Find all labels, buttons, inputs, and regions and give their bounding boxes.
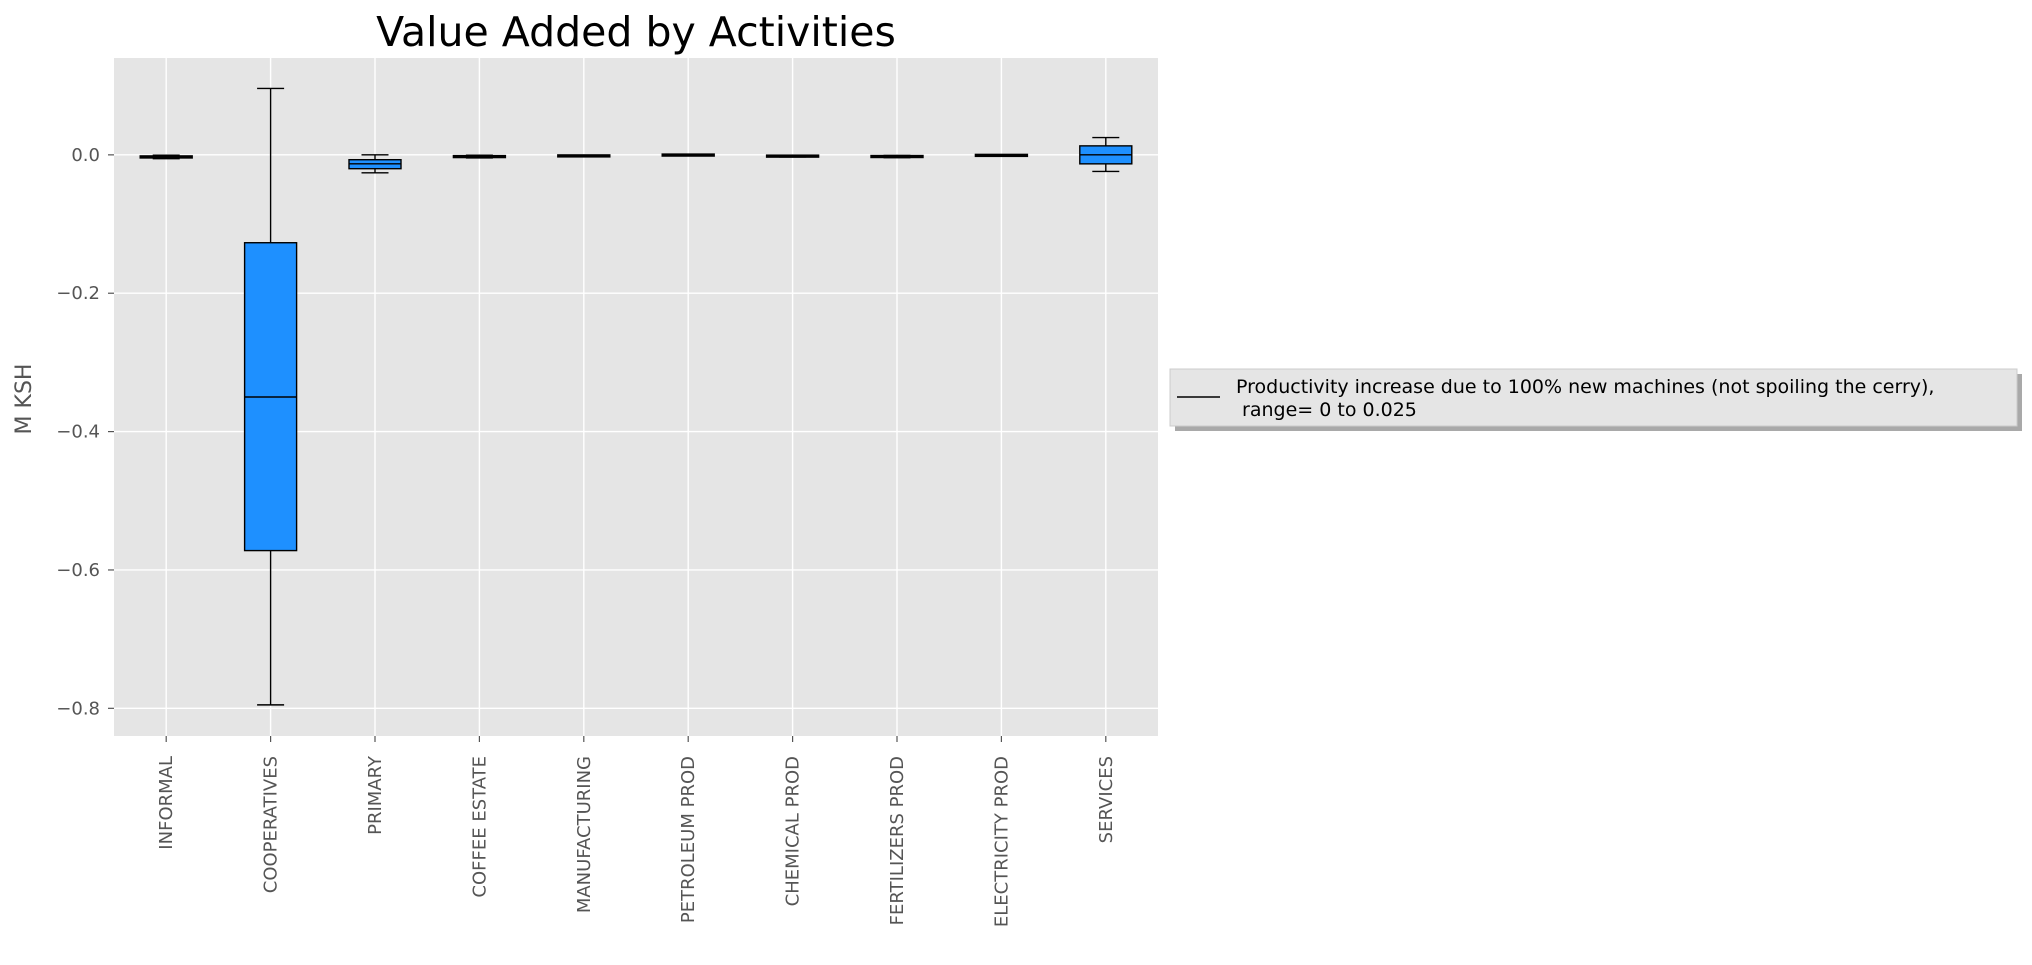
chart-title: Value Added by Activities — [376, 8, 896, 56]
box-cooperatives — [243, 87, 298, 706]
y-axis-label: M KSH — [12, 364, 37, 435]
box-services — [1079, 136, 1133, 173]
y-axis-ticks: 0.0 −0.2 −0.4 −0.6 −0.8 — [56, 145, 114, 719]
x-tick-label: ELECTRICITY PROD — [991, 756, 1012, 927]
x-tick-label: INFORMAL — [156, 756, 177, 850]
box-chemical-prod — [765, 154, 820, 158]
y-tick-label: −0.2 — [56, 283, 100, 304]
y-tick-label: 0.0 — [71, 145, 100, 166]
box-electricity-prod — [974, 153, 1029, 158]
x-tick-label: PRIMARY — [365, 755, 386, 835]
x-tick-label: CHEMICAL PROD — [783, 756, 804, 906]
box-coffee-estate — [452, 154, 507, 159]
box-manufacturing — [557, 154, 611, 158]
y-tick-label: −0.8 — [56, 698, 100, 719]
box-primary — [348, 154, 402, 174]
legend: Productivity increase due to 100% new ma… — [1169, 368, 2022, 431]
x-tick-label: PETROLEUM PROD — [678, 756, 699, 923]
x-axis-ticks: INFORMAL COOPERATIVES PRIMARY COFFEE ESTATE… — [156, 736, 1117, 927]
x-tick-label: COFFEE ESTATE — [469, 756, 490, 898]
legend-label-line2: range= 0 to 0.025 — [1236, 399, 1417, 421]
x-tick-label: FERTILIZERS PROD — [887, 756, 908, 925]
x-tick-label: SERVICES — [1096, 756, 1117, 843]
box-petroleum-prod — [661, 153, 715, 157]
legend-label-line1: Productivity increase due to 100% new ma… — [1236, 376, 1934, 398]
y-tick-label: −0.4 — [56, 422, 100, 443]
boxes-group — [139, 87, 1133, 706]
y-tick-label: −0.6 — [56, 560, 100, 581]
box-fertilizers-prod — [870, 154, 924, 159]
box-informal — [139, 154, 193, 160]
legend-box — [1169, 368, 2018, 427]
x-tick-label: COOPERATIVES — [261, 756, 282, 893]
x-tick-label: MANUFACTURING — [574, 756, 595, 913]
